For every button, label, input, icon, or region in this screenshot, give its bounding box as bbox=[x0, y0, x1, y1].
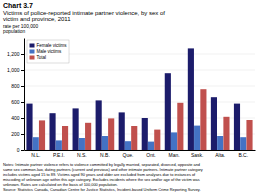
legend-swatch bbox=[30, 56, 35, 60]
subtitle: Victims of police-reported intimate part… bbox=[3, 10, 165, 22]
legend-swatch bbox=[30, 50, 35, 54]
y-tick: 800 bbox=[11, 83, 24, 89]
title: Chart 3.7 bbox=[3, 2, 33, 9]
x-tick: Sask. bbox=[191, 150, 204, 158]
bar bbox=[194, 126, 200, 150]
bar bbox=[49, 113, 55, 150]
bar bbox=[73, 108, 79, 150]
y-tick-mark bbox=[21, 102, 24, 103]
y-axis: 0 200 400 600 800 1,000 1,200 bbox=[7, 39, 25, 154]
x-tick-label: B.C. bbox=[238, 152, 248, 158]
notes: Notes: Intimate partner violence refers … bbox=[3, 162, 203, 192]
x-tick: P.E.I. bbox=[53, 150, 65, 158]
grid-line bbox=[24, 70, 255, 71]
bar bbox=[62, 126, 68, 150]
bar bbox=[154, 130, 160, 150]
y-tick: 1,200 bbox=[7, 51, 24, 57]
y-axis-line bbox=[24, 39, 25, 151]
legend-label: Total bbox=[37, 55, 47, 60]
x-tick-label: Man. bbox=[169, 152, 180, 158]
y-tick-label: 0 bbox=[17, 147, 20, 153]
x-tick: N.S. bbox=[77, 150, 87, 158]
bar bbox=[171, 132, 177, 150]
y-tick: 200 bbox=[11, 131, 24, 137]
legend-label: Female victims bbox=[37, 43, 68, 48]
x-tick: Que. bbox=[123, 150, 134, 158]
y-tick-mark bbox=[21, 150, 24, 151]
bars bbox=[26, 48, 252, 150]
bar bbox=[246, 120, 252, 150]
grid-line bbox=[24, 102, 255, 103]
bar bbox=[177, 103, 183, 150]
x-tick: Ont. bbox=[146, 150, 155, 158]
bar bbox=[39, 120, 45, 150]
bar bbox=[131, 126, 137, 150]
legend: Female victimsMale victimsTotal bbox=[27, 40, 69, 63]
bar bbox=[125, 141, 131, 150]
y-axis-title: rate per 100,000population bbox=[3, 24, 39, 34]
y-tick: 600 bbox=[11, 99, 24, 105]
x-tick: Man. bbox=[169, 150, 180, 158]
y-tick-label: 800 bbox=[11, 83, 20, 89]
x-tick-label: Que. bbox=[123, 152, 134, 158]
bar-series bbox=[33, 126, 247, 150]
bar bbox=[165, 73, 171, 150]
legend-label: Male victims bbox=[37, 49, 63, 54]
y-tick-mark bbox=[21, 54, 24, 55]
bar bbox=[108, 118, 114, 150]
x-tick-label: Ont. bbox=[146, 152, 155, 158]
legend-swatch bbox=[30, 44, 35, 48]
annotation: Source: Statistics Canada, Canadian Cent… bbox=[3, 187, 201, 192]
grid-line bbox=[24, 86, 255, 87]
y-tick-mark bbox=[21, 134, 24, 135]
x-tick-label: N.L. bbox=[31, 152, 40, 158]
grid-line bbox=[24, 134, 255, 135]
x-tick: Alta. bbox=[215, 150, 225, 158]
x-tick: B.C. bbox=[238, 150, 248, 158]
bar bbox=[240, 137, 246, 150]
y-tick-label: 1,000 bbox=[7, 67, 20, 73]
chart: Chart 3.7Victims of police-reported inti… bbox=[0, 0, 260, 194]
bar bbox=[148, 142, 154, 150]
x-tick-label: P.E.I. bbox=[53, 152, 65, 158]
bar bbox=[119, 112, 125, 150]
bar bbox=[26, 104, 32, 150]
bar bbox=[217, 136, 223, 150]
y-tick: 1,000 bbox=[7, 67, 24, 73]
y-tick: 400 bbox=[11, 115, 24, 121]
y-tick-label: 200 bbox=[11, 131, 20, 137]
bar bbox=[211, 97, 217, 150]
bar-series bbox=[39, 89, 253, 150]
legend-box bbox=[27, 40, 69, 63]
y-tick-label: 400 bbox=[11, 115, 20, 121]
y-tick: 0 bbox=[17, 147, 24, 153]
x-tick-label: Alta. bbox=[215, 152, 225, 158]
bar bbox=[85, 123, 91, 150]
grid-line bbox=[24, 118, 255, 119]
x-tick: N.B. bbox=[100, 150, 110, 158]
y-tick-mark bbox=[21, 86, 24, 87]
bar bbox=[79, 138, 85, 150]
y-tick-mark bbox=[21, 118, 24, 119]
x-tick-label: N.S. bbox=[77, 152, 87, 158]
y-tick-label: 1,200 bbox=[7, 51, 20, 57]
x-tick-label: Sask. bbox=[191, 152, 204, 158]
x-tick-label: N.B. bbox=[100, 152, 110, 158]
bar bbox=[56, 140, 62, 150]
grid bbox=[24, 54, 255, 150]
bar bbox=[200, 89, 206, 150]
bar bbox=[223, 117, 229, 150]
bar bbox=[234, 104, 240, 150]
bar bbox=[142, 118, 148, 150]
bar bbox=[102, 136, 108, 150]
x-tick: N.L. bbox=[31, 150, 40, 158]
bar bbox=[33, 137, 39, 150]
bar bbox=[96, 100, 102, 150]
bar bbox=[188, 48, 194, 150]
y-tick-mark bbox=[21, 70, 24, 71]
bar-series bbox=[26, 48, 240, 150]
x-axis: N.L. P.E.I. N.S. N.B. Que. Ont. Man. Sask. Alta.… bbox=[25, 150, 256, 158]
y-tick-label: 600 bbox=[11, 99, 20, 105]
